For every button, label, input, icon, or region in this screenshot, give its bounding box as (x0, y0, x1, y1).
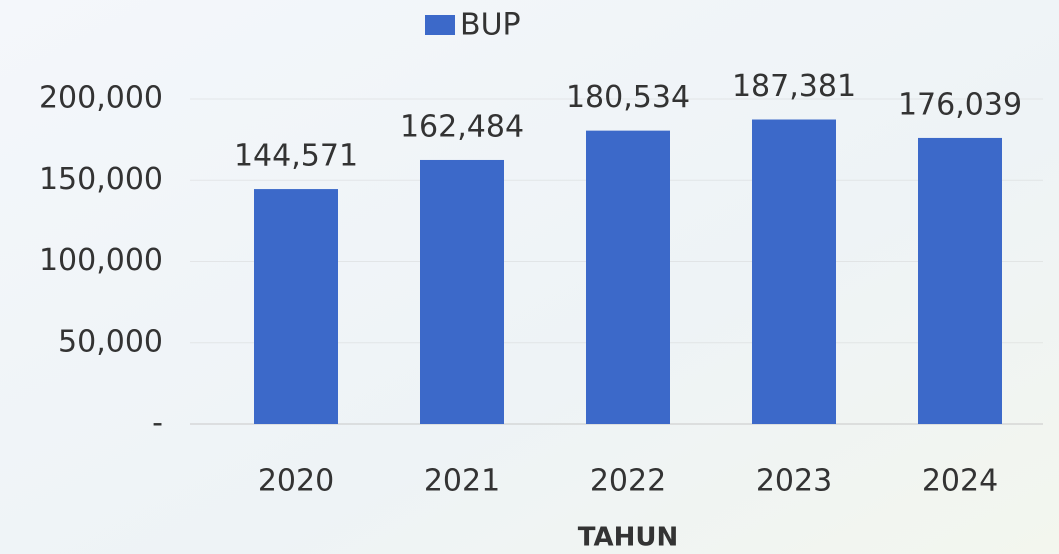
y-tick-label: 100,000 (39, 243, 163, 278)
chart: TAHUN - 50,000 100,000 150,000 200,000 BUP 202… (0, 0, 1059, 554)
x-tick-label: 2023 (756, 464, 832, 499)
y-tick-label: 150,000 (39, 162, 163, 197)
bar (586, 131, 670, 424)
value-label: 144,571 (234, 139, 358, 174)
y-tick-label: - (152, 406, 163, 441)
x-axis-title: TAHUN (578, 523, 678, 553)
x-tick-label: 2024 (922, 464, 998, 499)
page: {"chart_data": {"type": "bar", "x_label"… (0, 0, 1059, 554)
value-label: 180,534 (566, 80, 690, 115)
legend-swatch (425, 15, 455, 35)
x-tick-label: 2022 (590, 464, 666, 499)
value-label: 187,381 (732, 69, 856, 104)
legend-label: BUP (460, 8, 521, 43)
x-tick-label: 2020 (258, 464, 334, 499)
bar (752, 120, 836, 424)
bar (420, 160, 504, 424)
x-tick-label: 2021 (424, 464, 500, 499)
value-label: 162,484 (400, 109, 524, 144)
y-tick-label: 50,000 (58, 324, 163, 359)
bar (918, 138, 1002, 424)
y-tick-label: 200,000 (39, 81, 163, 116)
bar (254, 189, 338, 424)
value-label: 176,039 (898, 87, 1022, 122)
